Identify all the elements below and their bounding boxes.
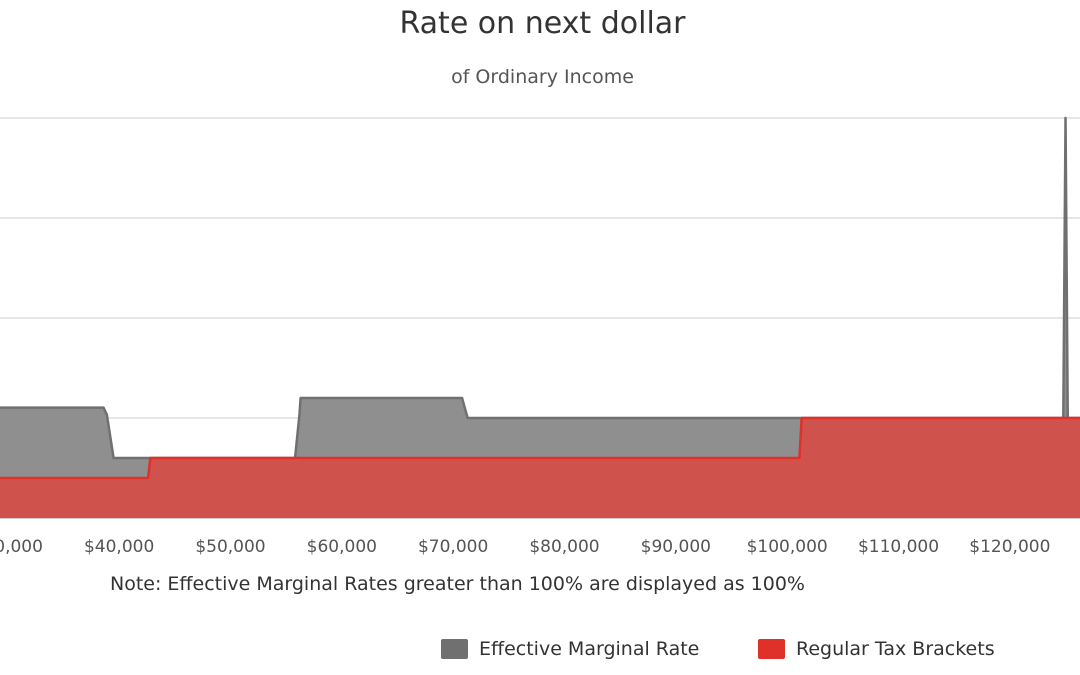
series-area-regular-tax-brackets — [0, 418, 1080, 518]
legend-item-regular-tax-brackets[interactable]: Regular Tax Brackets — [758, 636, 995, 662]
x-tick-label: $40,000 — [84, 537, 154, 557]
legend-swatch-effective-marginal-rate — [441, 639, 468, 659]
x-tick-label: $60,000 — [307, 537, 377, 557]
series-line-regular-tax-brackets — [0, 416, 1080, 480]
legend-label-regular-tax-brackets: Regular Tax Brackets — [796, 638, 995, 660]
x-tick-label: $100,000 — [747, 537, 828, 557]
x-tick-label: $50,000 — [195, 537, 265, 557]
x-tick-label: $30,000 — [0, 537, 43, 557]
series-line-effective-marginal-rate — [0, 116, 1080, 460]
legend-item-effective-marginal-rate[interactable]: Effective Marginal Rate — [441, 636, 699, 662]
legend-label-effective-marginal-rate: Effective Marginal Rate — [479, 638, 700, 660]
x-tick-label: $110,000 — [858, 537, 939, 557]
x-tick-label: $90,000 — [641, 537, 711, 557]
x-tick-label: $80,000 — [529, 537, 599, 557]
chart-subtitle: of Ordinary Income — [451, 66, 634, 88]
chart-title: Rate on next dollar — [399, 6, 686, 41]
chart-note: Note: Effective Marginal Rates greater t… — [110, 573, 805, 595]
legend-swatch-regular-tax-brackets — [758, 639, 785, 659]
x-tick-label: $120,000 — [969, 537, 1050, 557]
x-tick-label: $70,000 — [418, 537, 488, 557]
